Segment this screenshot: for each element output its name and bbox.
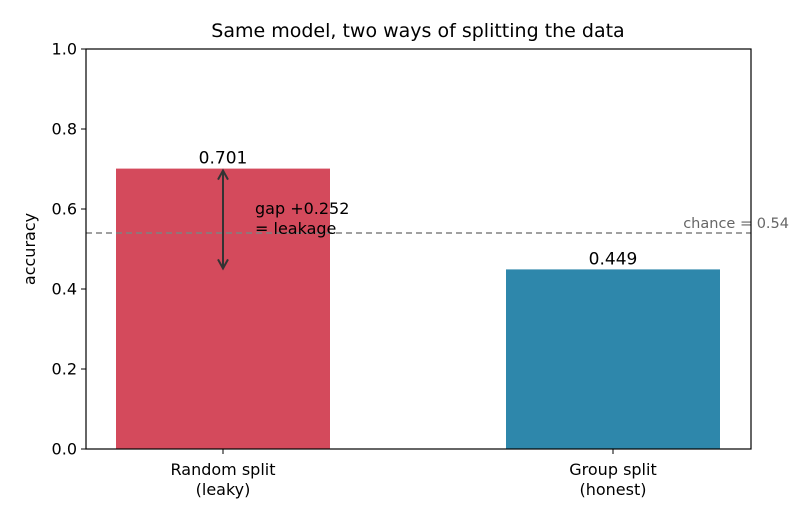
chart-title: Same model, two ways of splitting the da… [211, 20, 624, 42]
y-tick-label: 1.0 [52, 40, 77, 59]
bar-value-label: 0.701 [199, 149, 248, 169]
chance-line-group: chance = 0.54 [86, 216, 789, 234]
y-tick-label: 0.4 [52, 280, 77, 299]
x-axis-ticks: Random split(leaky) Group split(honest) [171, 449, 657, 499]
gap-annotation-line2: = leakage [255, 219, 336, 238]
y-tick-label: 0.8 [52, 120, 77, 139]
gap-annotation-group: gap +0.252= leakage [217, 168, 349, 271]
gap-arrow-head-bottom [217, 258, 229, 271]
gap-annotation-line1: gap +0.252 [255, 199, 349, 218]
chance-label: chance = 0.54 [683, 216, 789, 232]
x-tick-label-sub: (honest) [579, 480, 646, 499]
y-tick-label: 0.0 [52, 440, 77, 459]
y-tick-label: 0.6 [52, 200, 77, 219]
y-axis-ticks: 0.0 0.2 0.4 0.6 0.8 1.0 [52, 40, 86, 459]
x-tick-label-sub: (leaky) [196, 480, 251, 499]
y-tick-label: 0.2 [52, 360, 77, 379]
bars: 0.701 0.449 [116, 149, 720, 449]
bar-value-label: 0.449 [589, 249, 638, 269]
gap-arrow-head-top [217, 168, 229, 181]
plot-frame [85, 48, 752, 450]
x-tick-label: Group split [569, 460, 656, 479]
x-tick-label: Random split [171, 460, 276, 479]
y-axis-label: accuracy [20, 213, 39, 285]
bar [506, 269, 720, 449]
